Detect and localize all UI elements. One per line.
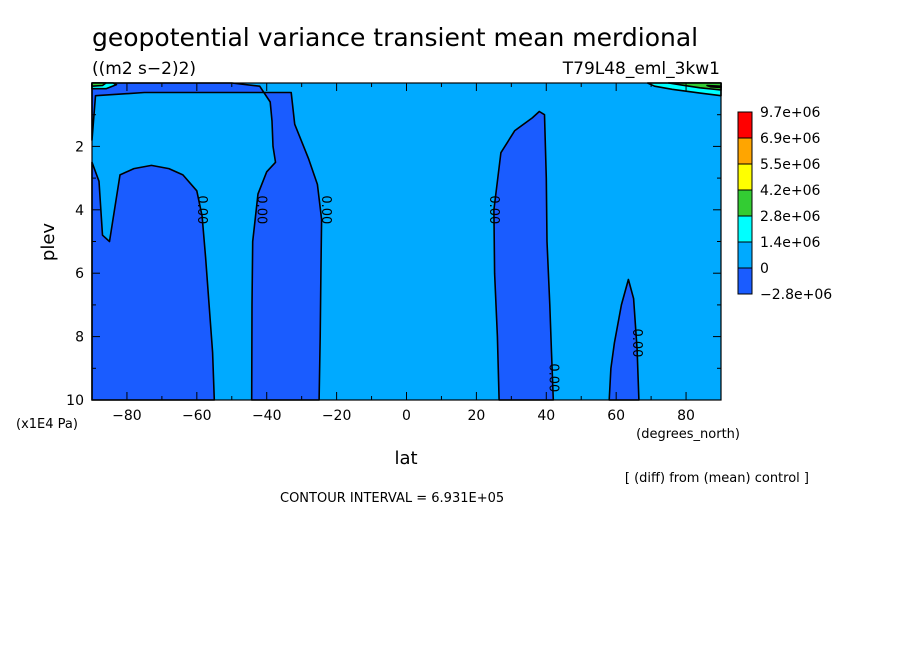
legend-swatch: [737, 241, 753, 269]
contour-region-negative: [493, 110, 555, 401]
x-tick-label: 80: [677, 408, 695, 424]
legend-label: 1.4e+06: [760, 235, 821, 251]
contour-label: 0.00: [486, 195, 501, 224]
x-tick-label: 0: [402, 408, 411, 424]
chart-title: geopotential variance transient mean mer…: [92, 23, 698, 52]
x-axis-units: (degrees_north): [636, 427, 740, 442]
x-tick-label: −20: [322, 408, 352, 424]
contour-labels: 0.00 0.00 0.00 0.00 0.00 0.00: [194, 195, 644, 392]
contour-interval: CONTOUR INTERVAL = 6.931E+05: [280, 491, 504, 506]
legend-swatch: [737, 189, 753, 217]
contour-regions: [91, 82, 722, 401]
y-tick-label: 6: [75, 266, 84, 282]
plot-area: 0.00 0.00 0.00 0.00 0.00 0.00: [91, 82, 722, 401]
legend-swatch: [737, 267, 753, 295]
x-axis: −80 −60 −40 −20 0 20 40 80 60: [112, 83, 695, 424]
y-axis: 2 4 6 8 10: [66, 114, 721, 409]
legend-swatch: [737, 111, 753, 139]
diff-note: [ (diff) from (mean) control ]: [625, 471, 809, 486]
x-tick-label: −40: [252, 408, 282, 424]
contour-region-negative: [91, 161, 216, 401]
x-axis-label: lat: [394, 448, 417, 469]
contour-label: 0.00: [253, 195, 268, 224]
y-axis-label: plev: [38, 223, 59, 262]
x-tick-label: 60: [607, 408, 625, 424]
y-tick-label: 10: [66, 393, 84, 409]
run-label: T79L48_eml_3kw1: [562, 59, 720, 79]
x-tick-label: 20: [467, 408, 485, 424]
legend-label: 6.9e+06: [760, 131, 821, 147]
x-tick-label: −80: [112, 408, 142, 424]
contour-label: 0.00: [545, 363, 560, 392]
contour-label: 0.00: [194, 195, 209, 224]
legend-swatch: [737, 215, 753, 243]
x-tick-label: 40: [537, 408, 555, 424]
legend-swatch: [737, 137, 753, 165]
color-legend: 9.7e+06 6.9e+06 5.5e+06 4.2e+06 2.8e+06 1.4e+…: [737, 105, 832, 303]
legend-label: 0: [760, 261, 769, 277]
contour-region-positive: [706, 84, 722, 89]
contour-label: 0.00: [318, 195, 333, 224]
y-tick-label: 8: [75, 330, 84, 346]
y-tick-label: 2: [75, 139, 84, 155]
y-axis-units: (x1E4 Pa): [16, 417, 78, 432]
x-tick-label: −60: [182, 408, 212, 424]
chart-units: ((m2 s−2)2): [92, 59, 196, 79]
legend-swatch: [737, 163, 753, 191]
legend-label: 4.2e+06: [760, 183, 821, 199]
contour-label: 0.00: [629, 328, 644, 357]
legend-label: 9.7e+06: [760, 105, 821, 121]
legend-label: 2.8e+06: [760, 209, 821, 225]
legend-label: −2.8e+06: [760, 287, 832, 303]
y-tick-label: 4: [75, 203, 84, 219]
contour-region-negative: [608, 278, 640, 401]
legend-label: 5.5e+06: [760, 157, 821, 173]
